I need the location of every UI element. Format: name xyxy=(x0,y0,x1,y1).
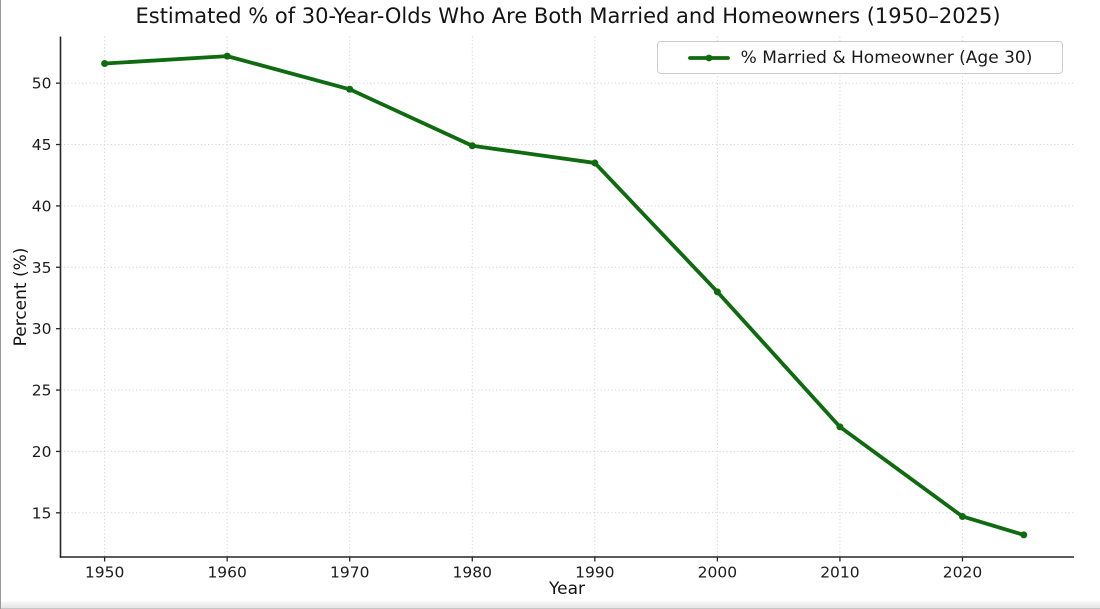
data-point xyxy=(1020,531,1028,539)
x-tick-label: 2000 xyxy=(698,564,737,582)
x-tick-label: 1970 xyxy=(330,564,369,582)
y-tick-label: 45 xyxy=(32,136,52,154)
y-tick-label: 25 xyxy=(32,382,52,400)
x-tick-label: 1990 xyxy=(575,564,614,582)
legend-line-swatch xyxy=(687,54,730,61)
x-tick-label: 2020 xyxy=(943,564,982,582)
series-line xyxy=(102,54,1026,537)
y-tick-label: 30 xyxy=(32,320,52,338)
y-tick-label: 15 xyxy=(32,504,52,522)
data-point xyxy=(346,85,354,93)
y-tick-label: 20 xyxy=(32,443,52,461)
y-tick-label: 40 xyxy=(32,197,52,215)
data-point xyxy=(713,288,721,296)
data-point xyxy=(591,159,599,167)
y-tick-label: 35 xyxy=(32,259,52,277)
data-point xyxy=(836,423,844,431)
x-tick-label: 1950 xyxy=(85,564,124,582)
y-axis-label: Percent (%) xyxy=(11,247,31,347)
y-tick-label: 50 xyxy=(32,75,52,93)
legend-marker-dot xyxy=(705,54,713,61)
x-axis-label: Year xyxy=(549,579,585,599)
legend-label: % Married & Homeowner (Age 30) xyxy=(740,47,1033,68)
data-point xyxy=(468,142,476,150)
x-tick-label: 1980 xyxy=(453,564,492,582)
legend: % Married & Homeowner (Age 30) xyxy=(657,41,1063,74)
data-point xyxy=(958,512,966,520)
x-tick-label: 1960 xyxy=(207,564,246,582)
window-bottom-edge xyxy=(1,601,1100,609)
chart-title: Estimated % of 30-Year-Olds Who Are Both… xyxy=(135,4,1001,28)
data-point xyxy=(223,52,231,60)
x-tick-label: 2010 xyxy=(820,564,859,582)
data-point xyxy=(101,60,109,68)
